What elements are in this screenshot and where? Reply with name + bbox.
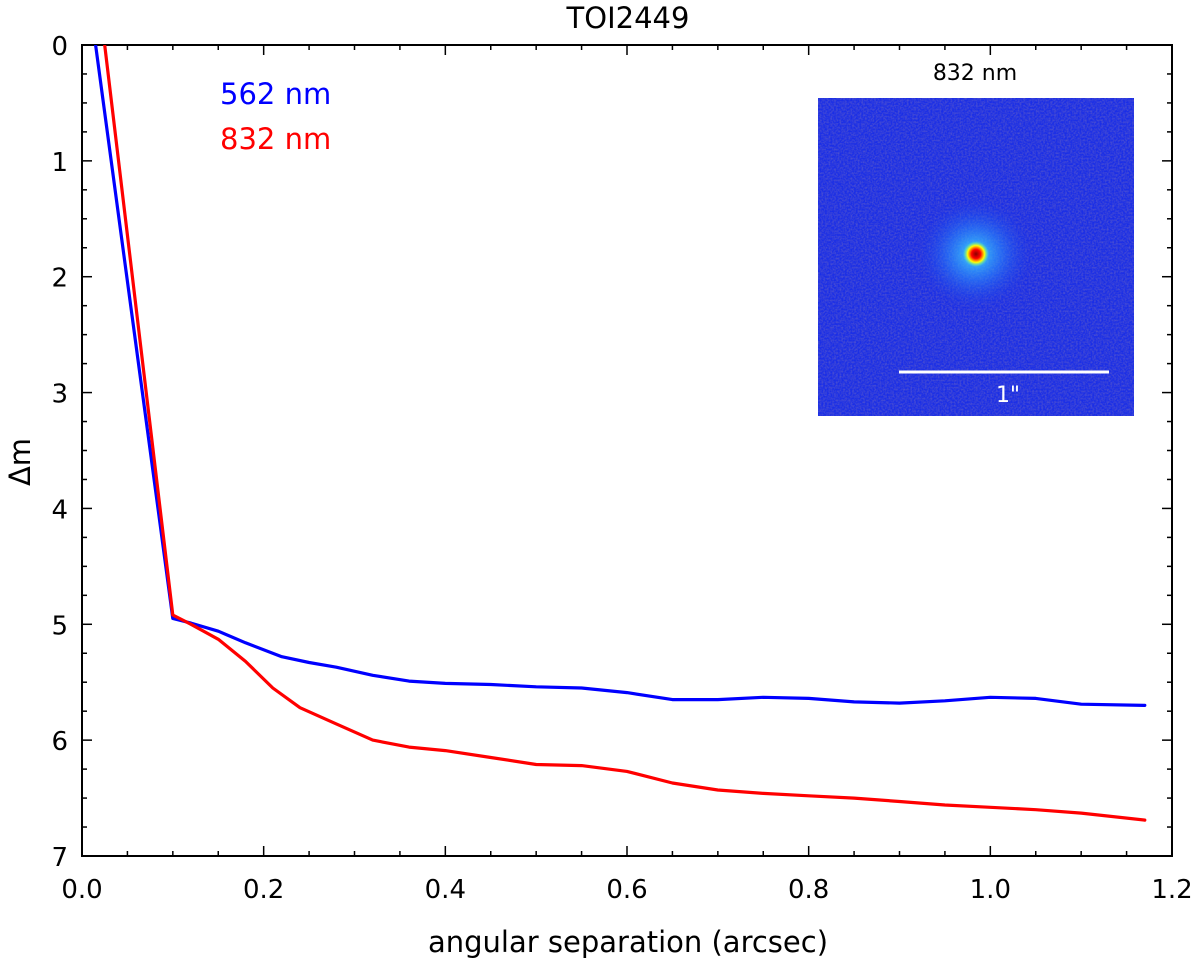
y-tick-label: 3 bbox=[51, 380, 68, 410]
y-axis-label: Δm bbox=[3, 438, 37, 486]
y-tick-label: 1 bbox=[51, 148, 68, 178]
x-tick-label: 0.0 bbox=[61, 875, 102, 905]
y-tick-label: 2 bbox=[51, 264, 68, 294]
axis-ticks bbox=[81, 44, 1173, 857]
y-tick-label: 5 bbox=[51, 611, 68, 641]
chart-title: TOI2449 bbox=[566, 1, 690, 35]
speckle-image-inset: 832 nm 1" bbox=[818, 61, 1134, 416]
y-tick-label: 6 bbox=[51, 727, 68, 757]
x-tick-label: 1.2 bbox=[1151, 875, 1192, 905]
x-tick-label: 1.0 bbox=[970, 875, 1011, 905]
x-axis-label: angular separation (arcsec) bbox=[428, 925, 828, 959]
series-line-562-nm bbox=[93, 45, 1147, 708]
x-tick-label: 0.6 bbox=[606, 875, 647, 905]
series-layer bbox=[93, 45, 1147, 822]
x-tick-labels: 0.0 0.2 0.4 0.6 0.8 1.0 1.2 bbox=[61, 875, 1192, 905]
y-tick-label: 0 bbox=[51, 32, 68, 62]
inset-title: 832 nm bbox=[933, 61, 1017, 86]
legend-entry: 832 nm bbox=[220, 122, 331, 156]
plot-area bbox=[81, 44, 1173, 857]
y-tick-label: 4 bbox=[51, 495, 68, 525]
legend: 562 nm 832 nm bbox=[220, 77, 331, 156]
x-tick-label: 0.2 bbox=[243, 875, 284, 905]
x-tick-label: 0.4 bbox=[425, 875, 466, 905]
y-tick-label: 7 bbox=[51, 843, 68, 873]
y-tick-labels: 0 1 2 3 4 5 6 7 bbox=[51, 32, 68, 873]
legend-entry: 562 nm bbox=[220, 77, 331, 111]
inset-star-peak bbox=[963, 241, 989, 267]
x-tick-label: 0.8 bbox=[788, 875, 829, 905]
series-line-832-nm bbox=[103, 45, 1147, 822]
inset-scale-label: 1" bbox=[996, 383, 1020, 408]
